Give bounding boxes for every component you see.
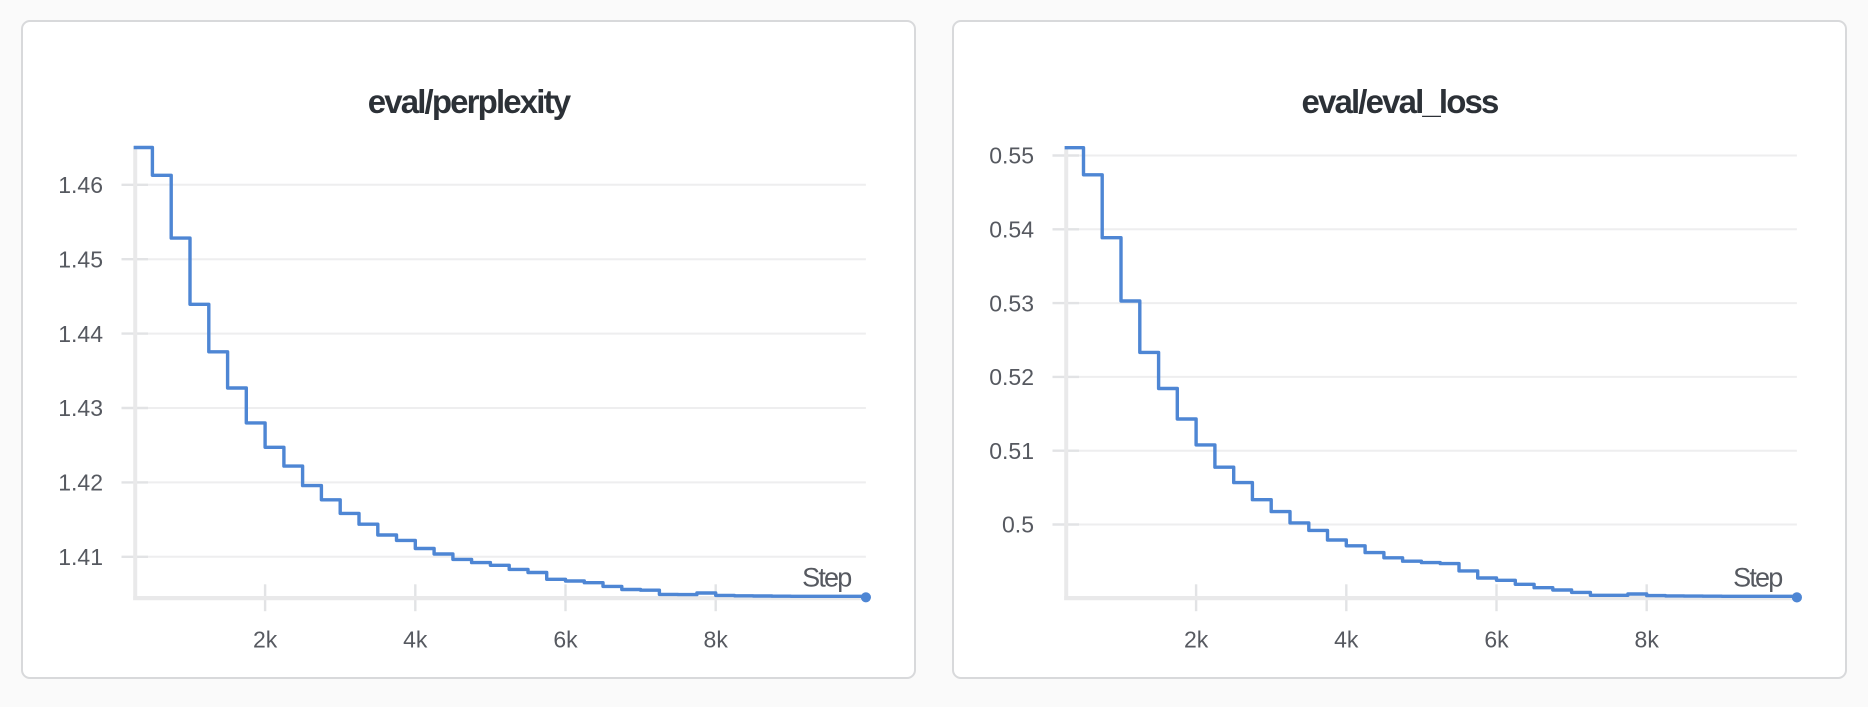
svg-text:8k: 8k <box>704 626 729 652</box>
svg-text:6k: 6k <box>553 626 578 652</box>
svg-text:4k: 4k <box>1334 626 1359 652</box>
svg-text:2k: 2k <box>253 626 278 652</box>
svg-text:0.53: 0.53 <box>989 290 1034 316</box>
svg-text:eval/perplexity: eval/perplexity <box>368 83 572 120</box>
svg-text:0.52: 0.52 <box>989 364 1034 390</box>
svg-text:eval/eval_loss: eval/eval_loss <box>1301 83 1498 120</box>
svg-text:1.43: 1.43 <box>58 395 103 421</box>
svg-text:2k: 2k <box>1184 626 1209 652</box>
svg-text:Step: Step <box>802 562 851 592</box>
svg-text:1.45: 1.45 <box>58 246 103 272</box>
svg-text:0.5: 0.5 <box>1002 512 1034 538</box>
svg-text:1.44: 1.44 <box>58 321 103 347</box>
svg-text:1.41: 1.41 <box>58 544 103 570</box>
svg-text:6k: 6k <box>1484 626 1509 652</box>
svg-text:0.54: 0.54 <box>989 217 1034 243</box>
svg-text:0.55: 0.55 <box>989 143 1034 169</box>
svg-text:1.46: 1.46 <box>58 172 103 198</box>
svg-text:Step: Step <box>1733 562 1782 592</box>
svg-text:4k: 4k <box>403 626 428 652</box>
svg-text:1.42: 1.42 <box>58 470 103 496</box>
svg-text:8k: 8k <box>1635 626 1660 652</box>
svg-text:0.51: 0.51 <box>989 438 1034 464</box>
